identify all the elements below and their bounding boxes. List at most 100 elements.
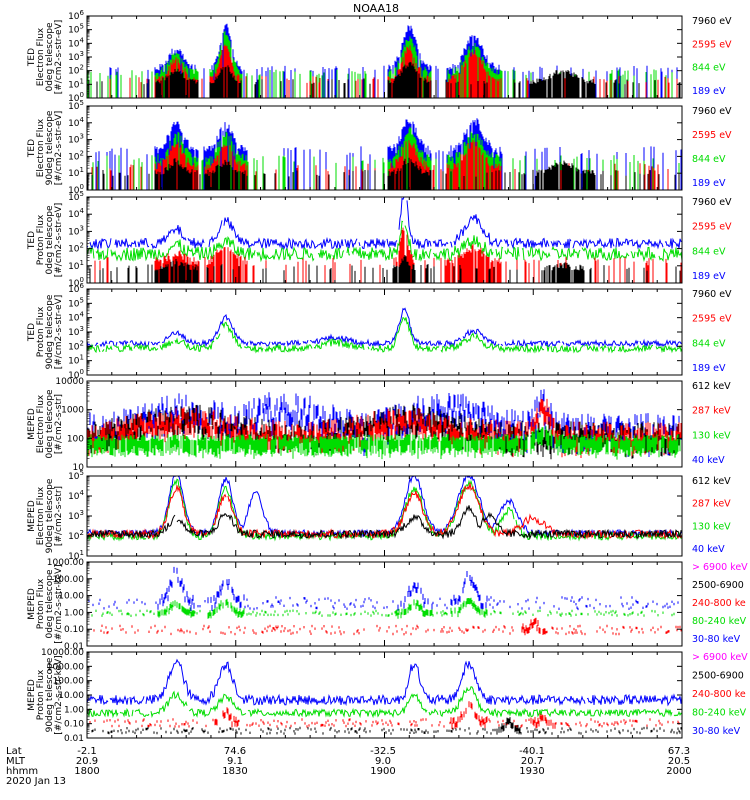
series-meped-e-0-3 xyxy=(87,426,682,460)
legend-meped-p-90-1: 2500-6900 xyxy=(692,671,744,682)
legend-ted-e-90-0: 7960 eV xyxy=(692,106,732,117)
ylabel-meped-e-90-1: Electron Flux xyxy=(36,486,46,545)
footer-label-date: 2020 Jan 13 xyxy=(6,776,66,787)
ytick-label-2-1: 101 xyxy=(68,259,84,272)
ylabel-meped-e-90-3: [#/cm2-s-str] xyxy=(54,486,64,546)
footer-label-hhmm: hhmm xyxy=(6,766,38,777)
legend-ted-p-90-1: 2595 eV xyxy=(692,314,732,325)
ytick-label-7-2: 1.00 xyxy=(64,705,84,715)
ytick-label-4-3: 10000 xyxy=(55,377,84,387)
legend-ted-e-90-3: 189 eV xyxy=(692,178,726,189)
ylabel-ted-p-90-1: Proton Flux xyxy=(36,306,46,357)
ytick-label-0-6: 106 xyxy=(68,9,84,22)
ytick-label-3-4: 104 xyxy=(68,311,84,324)
footer-mlt-4: 20.5 xyxy=(668,756,690,767)
legend-meped-p-0-3: 80-240 keV xyxy=(692,616,747,627)
series-meped-p-0-1 xyxy=(87,597,675,619)
ylabel-meped-e-0-1: Electron Flux xyxy=(36,394,46,453)
ytick-label-1-1: 101 xyxy=(68,166,84,179)
ylabel-meped-e-0-2: 0deg telescope xyxy=(45,389,55,459)
ylabel-meped-p-0-0: MEPED xyxy=(27,588,37,620)
ylabel-ted-e-90-3: [#/cm2-s-str-eV] xyxy=(54,111,64,186)
series-ted-e-90-3 xyxy=(87,157,680,190)
legend-meped-e-90-0: 612 keV xyxy=(692,476,731,487)
series-meped-e-90-3 xyxy=(87,505,682,540)
ytick-label-6-4: 100.00 xyxy=(53,575,85,585)
legend-meped-p-0-1: 2500-6900 xyxy=(692,580,744,591)
ytick-label-6-5: 1000.00 xyxy=(47,558,84,568)
ytick-label-2-3: 103 xyxy=(68,224,84,237)
series-meped-p-90-3 xyxy=(87,717,682,735)
data-ted-p-90 xyxy=(87,307,682,354)
footer-lat-4: 67.3 xyxy=(668,746,690,757)
legend-ted-p-90-0: 7960 eV xyxy=(692,289,732,300)
ytick-label-3-1: 101 xyxy=(68,354,84,367)
frame-meped-p-90 xyxy=(86,651,683,739)
legend-meped-e-0-0: 612 keV xyxy=(692,381,731,392)
frame-meped-p-0 xyxy=(86,561,683,647)
plot-title: NOAA18 xyxy=(353,2,399,15)
legend-meped-e-90-1: 287 keV xyxy=(692,499,731,510)
ytick-label-5-3: 104 xyxy=(68,489,84,502)
ylabel-ted-p-90-0: TED xyxy=(27,323,37,342)
series-meped-e-90-1 xyxy=(87,478,682,542)
legend-meped-e-90-3: 40 keV xyxy=(692,544,725,555)
footer-mlt-3: 20.7 xyxy=(521,756,543,767)
ylabel-meped-p-90-3: [#/cm2-s-str-keV] xyxy=(54,655,64,734)
ytick-label-7-4: 100.00 xyxy=(53,677,85,687)
legend-meped-e-0-1: 287 keV xyxy=(692,406,731,417)
ylabel-meped-e-90-2: 90deg telescope xyxy=(45,478,55,553)
ylabel-ted-e-0-1: Electron Flux xyxy=(36,27,46,86)
footer-label-lat: Lat xyxy=(6,746,22,757)
ytick-label-7-6: 10000.00 xyxy=(41,648,84,658)
ytick-label-5-1: 102 xyxy=(68,529,84,542)
footer-lat-0: -2.1 xyxy=(77,746,97,757)
footer-lat-3: -40.1 xyxy=(519,746,545,757)
ytick-label-4-0: 10 xyxy=(73,463,85,473)
ylabel-meped-p-90-0: MEPED xyxy=(27,679,37,711)
data-meped-e-90 xyxy=(87,476,682,542)
legend-ted-p-90-2: 844 eV xyxy=(692,338,726,349)
footer-label-mlt: MLT xyxy=(6,756,26,767)
ytick-label-0-2: 102 xyxy=(68,64,84,77)
ylabel-meped-p-0-2: 0deg telescope xyxy=(45,569,55,639)
ytick-label-0-3: 103 xyxy=(68,50,84,63)
panel-meped-p-0: 0.01 0.10 1.00 10.00 100.00 1000.00 MEPED Proto… xyxy=(27,558,748,652)
legend-ted-e-90-2: 844 eV xyxy=(692,154,726,165)
ytick-label-0-5: 105 xyxy=(68,23,84,36)
ytick-label-6-1: 0.10 xyxy=(64,625,84,635)
legend-meped-p-90-0: > 6900 keV xyxy=(692,652,748,663)
ytick-label-7-1: 0.10 xyxy=(64,720,84,730)
ylabel-ted-e-90-0: TED xyxy=(27,139,37,158)
ylabel-ted-p-90-2: 90deg telescope xyxy=(45,294,55,369)
legend-ted-p-0-3: 189 eV xyxy=(692,271,726,282)
ylabel-ted-p-0-2: 0deg telescope xyxy=(45,205,55,275)
legend-meped-e-0-2: 130 keV xyxy=(692,430,731,441)
ylabel-meped-p-90-2: 90deg telescope xyxy=(45,657,55,732)
ytick-label-2-4: 104 xyxy=(68,207,84,220)
ytick-label-3-5: 105 xyxy=(68,296,84,309)
series-meped-p-90-0 xyxy=(87,658,682,707)
series-ted-p-0-1 xyxy=(87,197,682,251)
ytick-label-6-2: 1.00 xyxy=(64,608,84,618)
legend-meped-p-90-2: 240-800 ke xyxy=(692,689,746,700)
ylabel-meped-p-90-1: Proton Flux xyxy=(36,669,46,720)
series-ted-p-0-3 xyxy=(89,255,682,283)
ytick-label-3-2: 102 xyxy=(68,339,84,352)
series-ted-e-0-3 xyxy=(88,61,681,98)
ylabel-meped-e-90-0: MEPED xyxy=(27,500,37,532)
ylabel-meped-p-0-3: [#/cm2-s-str-keV] xyxy=(54,564,64,643)
footer-hhmm-1: 1830 xyxy=(222,766,247,777)
ylabel-meped-p-0-1: Proton Flux xyxy=(36,578,46,629)
data-meped-p-90 xyxy=(87,658,682,735)
ylabel-ted-p-0-3: [#/cm2-s-str-eV] xyxy=(54,203,64,278)
ytick-label-7-3: 10.00 xyxy=(58,691,84,701)
legend-ted-e-0-0: 7960 eV xyxy=(692,16,732,27)
legend-ted-p-0-2: 844 eV xyxy=(692,246,726,257)
legend-ted-e-0-1: 2595 eV xyxy=(692,39,732,50)
